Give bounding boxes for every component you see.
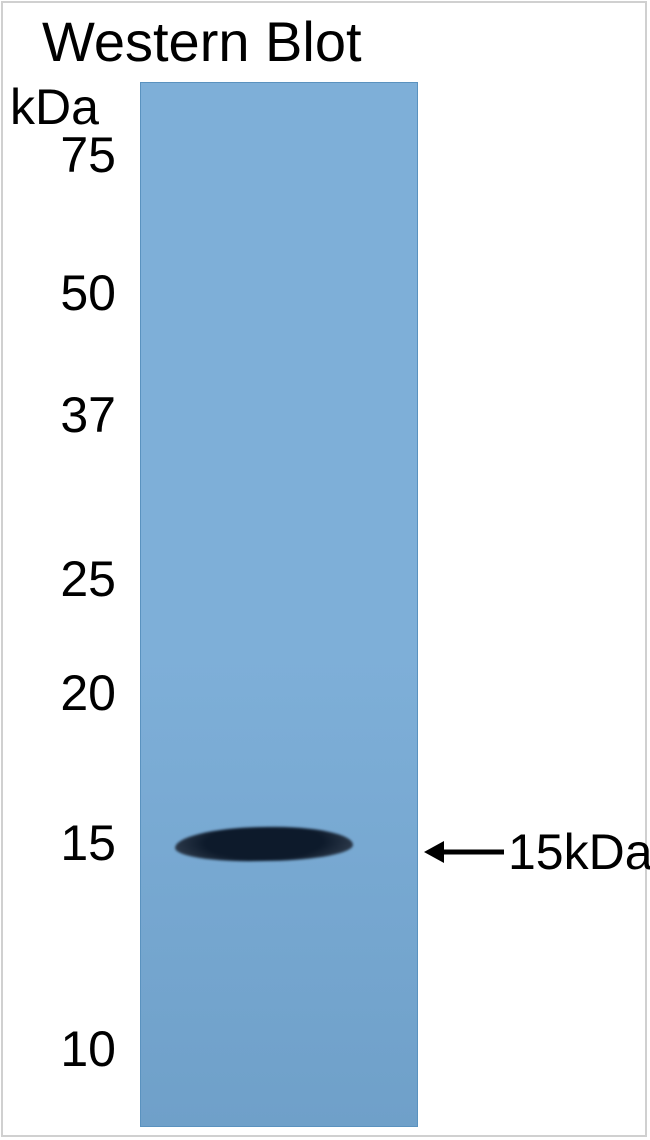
ladder-mark-37: 37 — [60, 386, 116, 444]
ladder-mark-20: 20 — [60, 664, 116, 722]
ladder-mark-25: 25 — [60, 550, 116, 608]
western-blot-figure: Western Blot kDa 75503725201510 15kDa — [0, 0, 650, 1140]
arrow-left-icon — [424, 832, 504, 872]
ladder-mark-50: 50 — [60, 264, 116, 322]
ladder-mark-10: 10 — [60, 1020, 116, 1078]
blot-membrane — [140, 82, 418, 1127]
band-annotation-label: 15kDa — [508, 823, 650, 881]
band-annotation: 15kDa — [424, 823, 650, 881]
protein-band-15kda — [175, 825, 354, 862]
ladder-mark-75: 75 — [60, 126, 116, 184]
figure-title: Western Blot — [42, 9, 362, 74]
ladder-mark-15: 15 — [60, 814, 116, 872]
